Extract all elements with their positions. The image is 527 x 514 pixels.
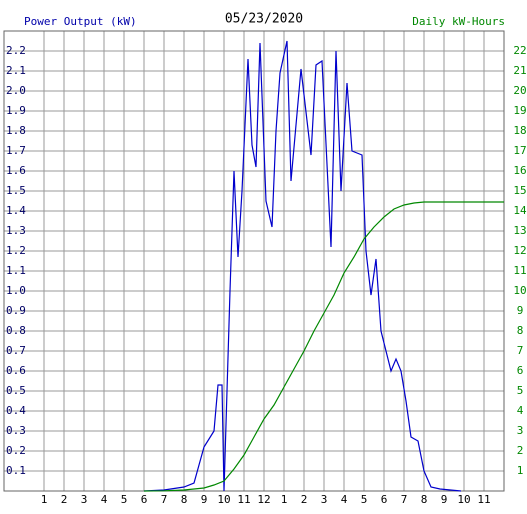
y2-tick-label: 14 xyxy=(513,204,527,217)
y-tick-label: 0.5 xyxy=(6,384,26,397)
series-line xyxy=(143,201,504,492)
plot-frame xyxy=(3,30,505,492)
y2-tick-label: 18 xyxy=(513,124,526,137)
y2-tick-label: 7 xyxy=(517,344,524,357)
y-tick-label: 2.2 xyxy=(6,44,26,57)
y-tick-label: 1.0 xyxy=(6,284,26,297)
y2-tick-label: 20 xyxy=(513,84,526,97)
x-tick-label: 2 xyxy=(61,493,68,506)
y-tick-label: 0.9 xyxy=(6,304,26,317)
x-tick-label: 4 xyxy=(101,493,108,506)
y2-tick-label: 3 xyxy=(517,424,524,437)
y2-tick-label: 21 xyxy=(513,64,526,77)
x-tick-label: 4 xyxy=(341,493,348,506)
y2-axis-label: Daily kW-Hours xyxy=(412,15,505,28)
y-tick-label: 0.1 xyxy=(6,464,26,477)
x-tick-label: 11 xyxy=(477,493,490,506)
x-tick-label: 1 xyxy=(281,493,288,506)
y-axis-label: Power Output (kW) xyxy=(24,15,137,28)
y-tick-label: 0.8 xyxy=(6,324,26,337)
x-tick-label: 8 xyxy=(421,493,428,506)
y2-tick-label: 11 xyxy=(513,264,526,277)
y2-tick-label: 12 xyxy=(513,244,526,257)
y-tick-label: 1.5 xyxy=(6,184,26,197)
y2-tick-label: 19 xyxy=(513,104,526,117)
y2-tick-label: 13 xyxy=(513,224,526,237)
y-tick-label: 1.1 xyxy=(6,264,26,277)
y-tick-label: 1.4 xyxy=(6,204,26,217)
y2-tick-label: 10 xyxy=(513,284,526,297)
y2-tick-label: 9 xyxy=(517,304,524,317)
x-tick-label: 6 xyxy=(141,493,148,506)
y-tick-label: 1.3 xyxy=(6,224,26,237)
x-tick-label: 5 xyxy=(121,493,128,506)
x-tick-label: 6 xyxy=(381,493,388,506)
y-tick-label: 0.6 xyxy=(6,364,26,377)
y2-tick-label: 2 xyxy=(517,444,524,457)
x-tick-label: 9 xyxy=(201,493,208,506)
y2-tick-label: 15 xyxy=(513,184,526,197)
y-tick-label: 1.2 xyxy=(6,244,26,257)
x-tick-label: 2 xyxy=(301,493,308,506)
y-tick-label: 0.3 xyxy=(6,424,26,437)
y-tick-label: 2.0 xyxy=(6,84,26,97)
y2-tick-label: 5 xyxy=(517,384,524,397)
series-line xyxy=(143,40,462,492)
x-tick-label: 9 xyxy=(441,493,448,506)
y-tick-label: 1.7 xyxy=(6,144,26,157)
x-tick-label: 5 xyxy=(361,493,368,506)
y2-tick-label: 22 xyxy=(513,44,526,57)
x-tick-label: 1 xyxy=(41,493,48,506)
y-tick-label: 1.8 xyxy=(6,124,26,137)
x-tick-label: 10 xyxy=(217,493,230,506)
y-tick-label: 1.9 xyxy=(6,104,26,117)
x-tick-label: 7 xyxy=(401,493,408,506)
x-tick-label: 7 xyxy=(161,493,168,506)
y-tick-label: 0.4 xyxy=(6,404,26,417)
x-tick-label: 10 xyxy=(457,493,470,506)
y-tick-label: 2.1 xyxy=(6,64,26,77)
y2-tick-label: 6 xyxy=(517,364,524,377)
y2-tick-label: 1 xyxy=(517,464,524,477)
y-tick-label: 1.6 xyxy=(6,164,26,177)
x-tick-label: 3 xyxy=(81,493,88,506)
chart-title: 05/23/2020 xyxy=(225,12,303,27)
y-tick-label: 0.2 xyxy=(6,444,26,457)
x-tick-label: 11 xyxy=(237,493,250,506)
y-tick-label: 0.7 xyxy=(6,344,26,357)
x-tick-label: 3 xyxy=(321,493,328,506)
y2-tick-label: 8 xyxy=(517,324,524,337)
y2-tick-label: 17 xyxy=(513,144,526,157)
y2-tick-label: 16 xyxy=(513,164,526,177)
y2-tick-label: 4 xyxy=(517,404,524,417)
x-tick-label: 8 xyxy=(181,493,188,506)
x-tick-label: 12 xyxy=(257,493,270,506)
